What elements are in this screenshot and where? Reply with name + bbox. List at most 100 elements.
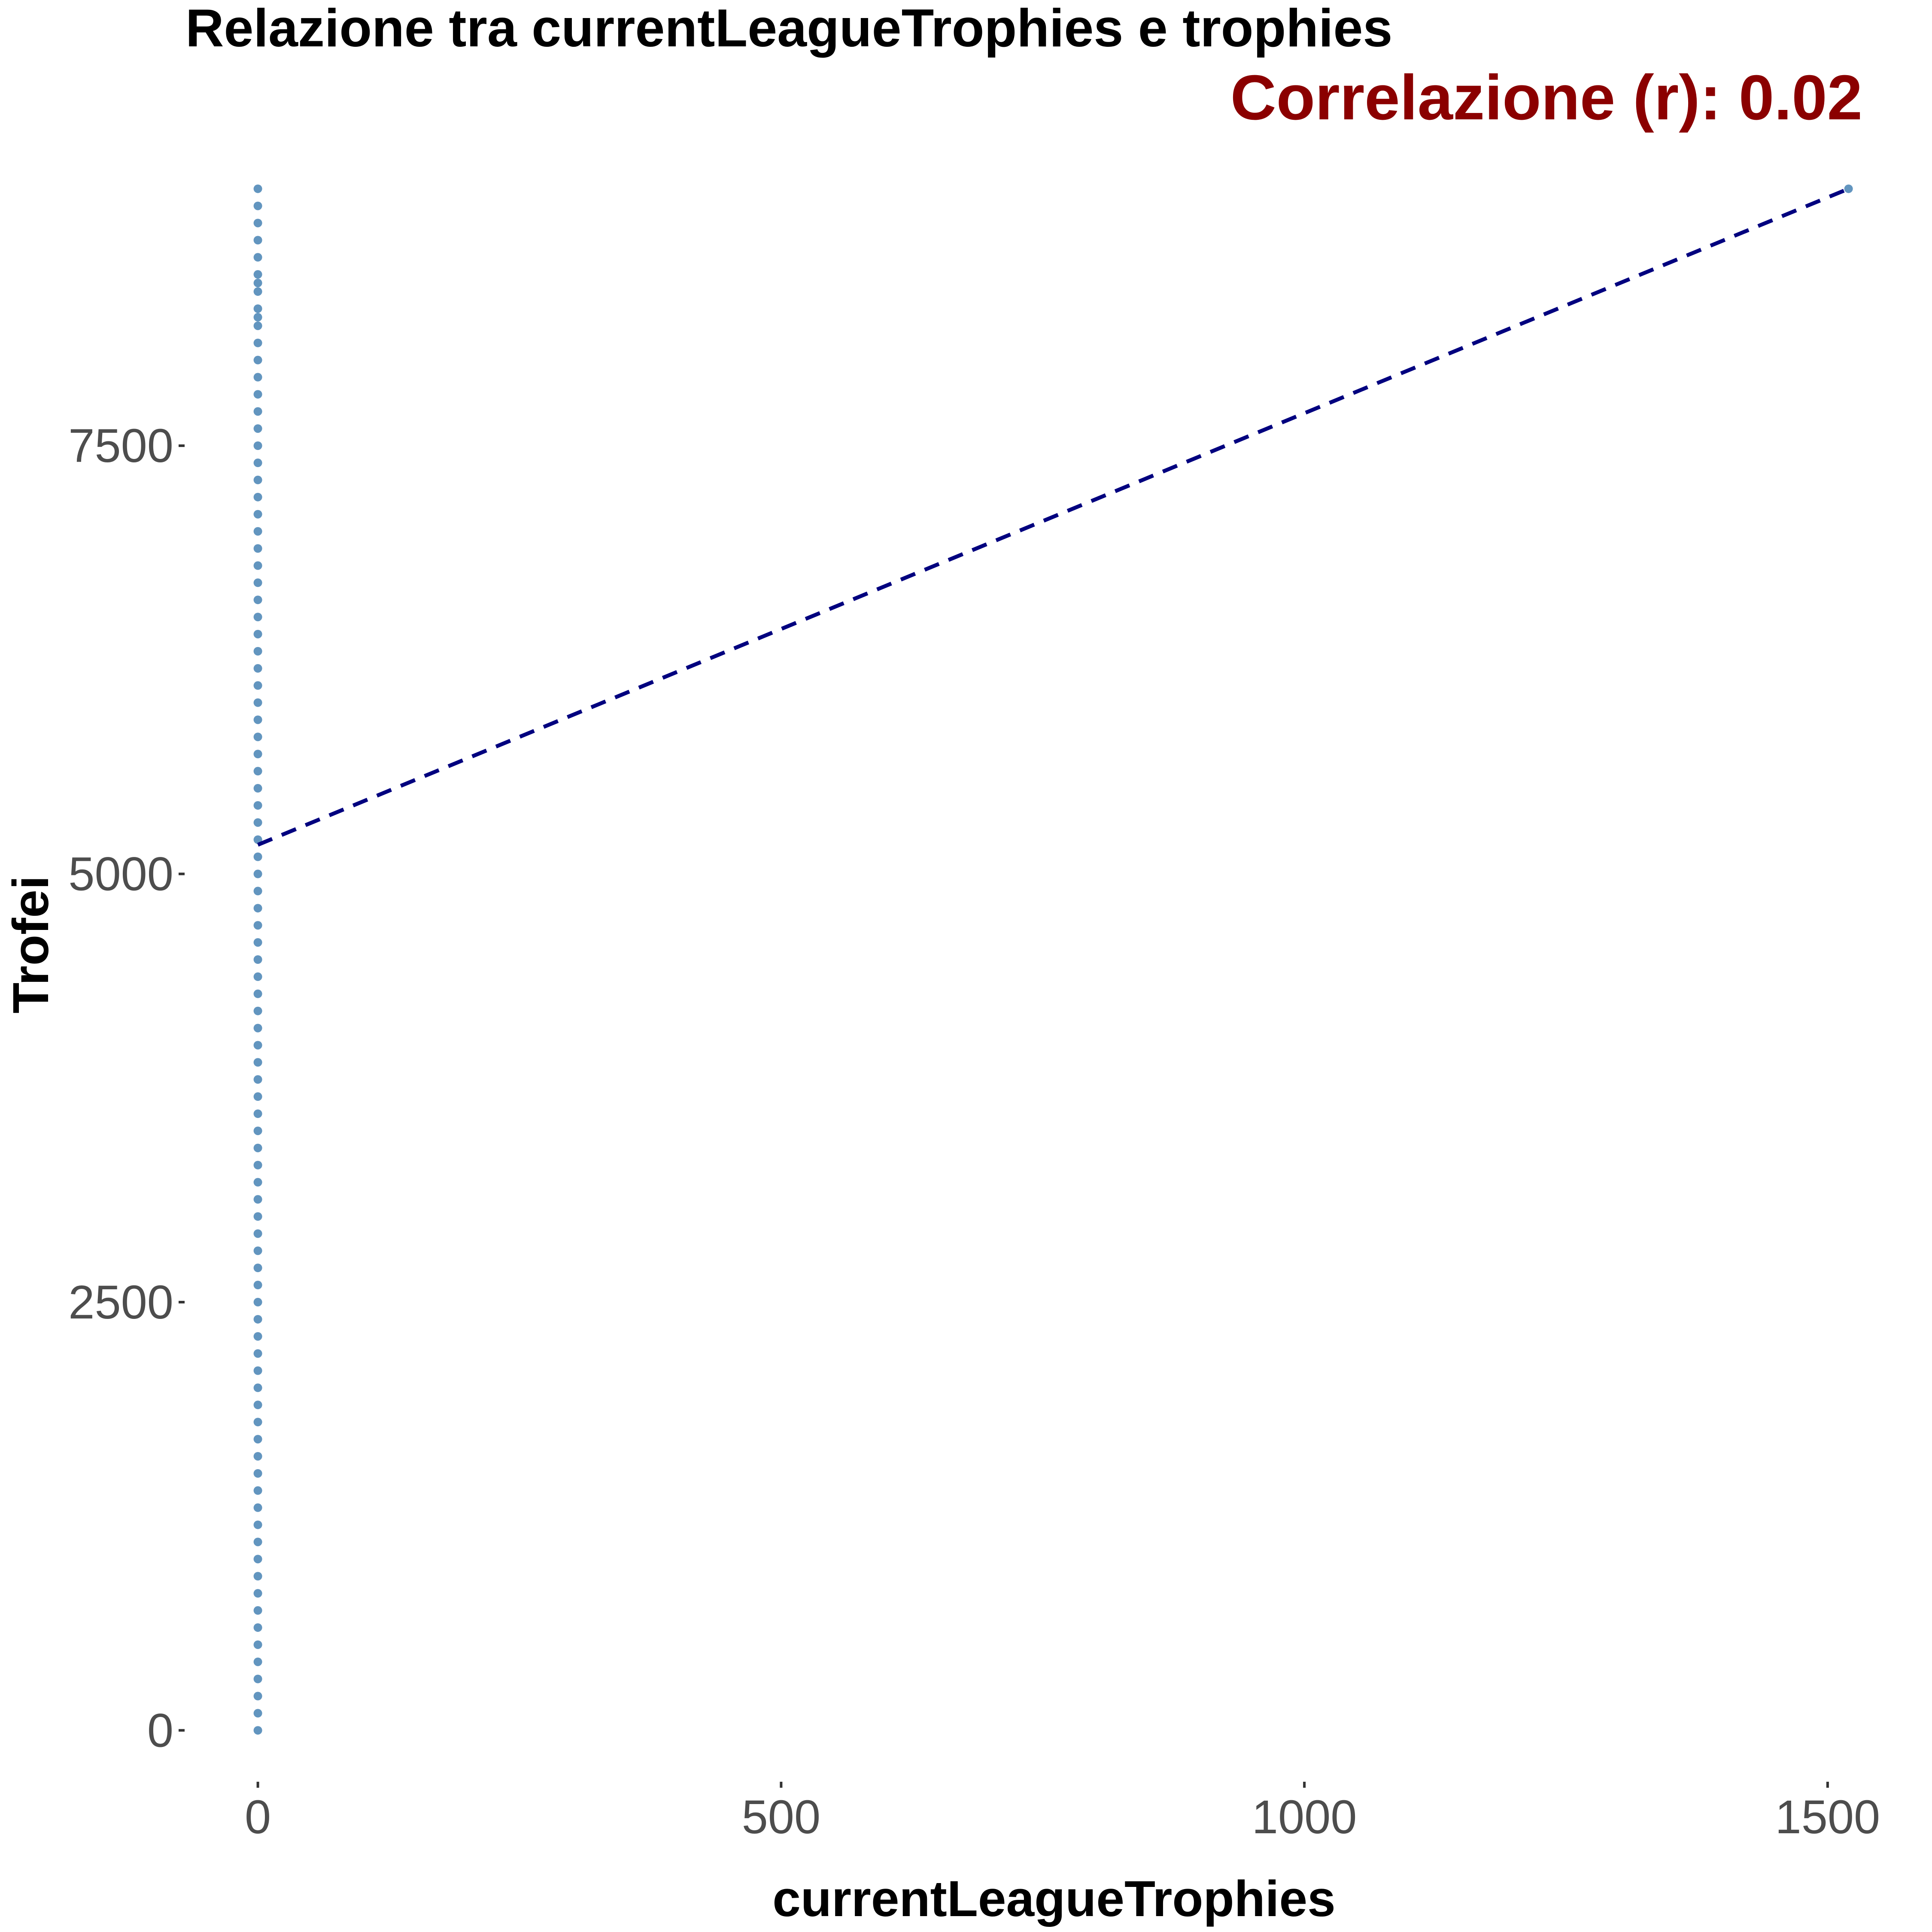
data-point — [253, 1555, 262, 1564]
data-point — [253, 938, 262, 947]
data-point — [253, 390, 262, 399]
data-point — [253, 1572, 262, 1581]
data-point — [253, 1126, 262, 1135]
data-point — [253, 441, 262, 450]
data-point — [253, 236, 262, 245]
data-point — [253, 1537, 262, 1546]
data-point — [253, 578, 262, 587]
data-point — [253, 1469, 262, 1478]
data-point — [253, 338, 262, 347]
data-point — [253, 1315, 262, 1324]
data-point — [253, 304, 262, 313]
data-point — [253, 1657, 262, 1666]
data-point — [253, 459, 262, 468]
trend-line-group — [257, 187, 1850, 847]
data-point — [253, 1366, 262, 1375]
data-point — [253, 818, 262, 827]
data-point — [253, 544, 262, 553]
data-point — [253, 613, 262, 622]
data-point — [253, 715, 262, 724]
correlation-annotation: Correlazione (r): 0.02 — [1230, 62, 1862, 133]
data-point — [253, 989, 262, 998]
data-point — [253, 681, 262, 690]
data-point — [253, 373, 262, 382]
y-tick-label: 0 — [147, 1704, 173, 1757]
x-tick-label: 500 — [742, 1791, 821, 1844]
data-point — [253, 1160, 262, 1170]
data-point — [253, 1452, 262, 1461]
data-point — [253, 835, 262, 844]
x-tick-label: 0 — [245, 1791, 271, 1844]
chart-title: Relazione tra currentLeagueTrophies e tr… — [185, 0, 1392, 58]
x-tick-label: 1000 — [1252, 1791, 1357, 1844]
data-point — [253, 955, 262, 964]
data-point — [253, 698, 262, 707]
data-point — [253, 1006, 262, 1015]
data-point — [253, 219, 262, 228]
scatter-points — [253, 184, 1853, 1735]
data-point — [253, 1623, 262, 1632]
data-point — [253, 1246, 262, 1255]
y-axis-title: Trofei — [3, 875, 59, 1013]
data-point — [253, 355, 262, 365]
data-point — [253, 1418, 262, 1427]
data-point — [253, 1400, 262, 1410]
y-tick-label: 7500 — [68, 419, 173, 472]
data-point — [253, 904, 262, 913]
data-point — [253, 801, 262, 810]
y-tick-label: 5000 — [68, 848, 173, 901]
data-point — [253, 921, 262, 930]
data-point — [253, 184, 262, 193]
data-point — [253, 201, 262, 210]
data-point — [1844, 184, 1853, 193]
data-point — [253, 887, 262, 896]
data-point — [253, 647, 262, 656]
data-point — [253, 852, 262, 861]
data-point — [253, 270, 262, 279]
data-point — [253, 1383, 262, 1392]
data-point — [253, 1709, 262, 1718]
data-point — [253, 629, 262, 638]
data-point — [253, 767, 262, 776]
x-tick-label: 1500 — [1775, 1791, 1880, 1844]
data-point — [253, 1041, 262, 1050]
data-point — [253, 1092, 262, 1101]
data-point — [253, 1058, 262, 1067]
trend-line — [257, 187, 1850, 847]
data-point — [253, 475, 262, 484]
data-point — [253, 869, 262, 878]
data-point — [253, 1674, 262, 1683]
data-point — [253, 784, 262, 793]
data-point — [253, 1349, 262, 1358]
data-point — [253, 1332, 262, 1341]
data-point — [253, 253, 262, 262]
data-point — [253, 424, 262, 433]
data-point — [253, 1503, 262, 1512]
data-point — [253, 313, 262, 322]
data-point — [253, 1143, 262, 1152]
x-axis: 0 500 1000 1500 — [245, 1782, 1880, 1844]
data-point — [253, 1726, 262, 1735]
data-point — [253, 1606, 262, 1615]
data-point — [253, 664, 262, 673]
data-point — [253, 972, 262, 981]
data-point — [253, 1024, 262, 1033]
y-tick-label: 2500 — [68, 1276, 173, 1329]
data-point — [253, 595, 262, 605]
data-point — [253, 1589, 262, 1598]
data-point — [253, 732, 262, 741]
data-point — [253, 321, 262, 330]
data-point — [253, 1486, 262, 1495]
data-point — [253, 561, 262, 570]
data-point — [253, 750, 262, 759]
data-point — [253, 287, 262, 296]
data-point — [253, 279, 262, 288]
data-point — [253, 492, 262, 501]
x-axis-title: currentLeagueTrophies — [772, 1871, 1335, 1927]
data-point — [253, 1520, 262, 1529]
data-point — [253, 1178, 262, 1187]
data-point — [253, 527, 262, 536]
data-point — [253, 1297, 262, 1306]
data-point — [253, 1640, 262, 1649]
